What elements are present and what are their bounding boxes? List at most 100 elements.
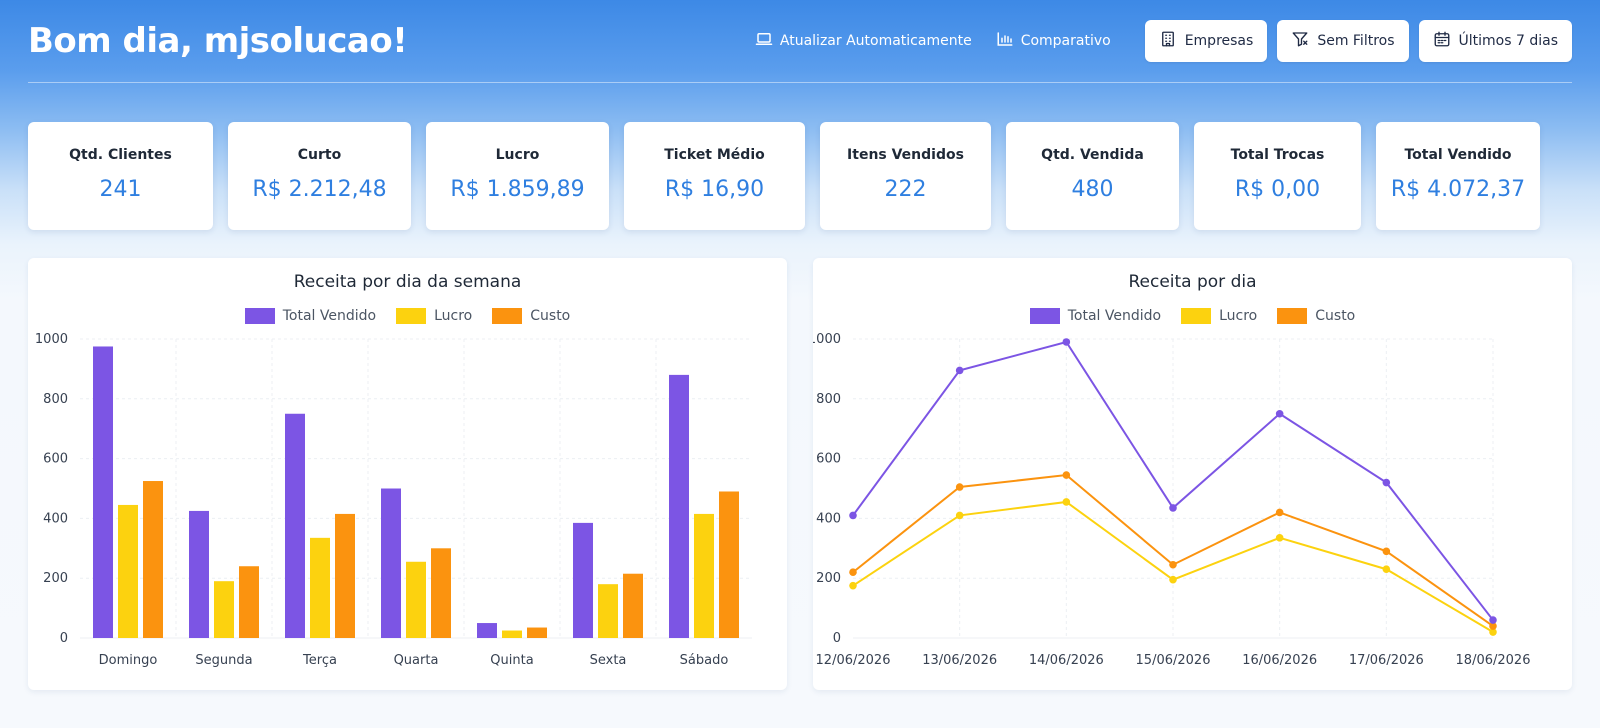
bar-total-vendido[interactable] [477,623,497,638]
bar-total-vendido[interactable] [285,413,305,638]
y-tick-label: 600 [816,452,841,467]
legend-label: Lucro [1219,308,1258,324]
bar-custo[interactable] [527,627,547,638]
auto-update-label: Atualizar Automaticamente [779,33,972,49]
chart-legend: Total Vendido Lucro Custo [813,308,1572,324]
filters-button[interactable]: Sem Filtros [1277,20,1409,62]
y-tick-label: 400 [816,511,841,526]
bar-custo[interactable] [431,548,451,638]
bar-lucro[interactable] [310,537,330,638]
point-total-vendido[interactable] [1169,504,1177,512]
kpi-card-lucro: Lucro R$ 1.859,89 [426,122,609,230]
point-lucro[interactable] [1169,575,1177,584]
point-custo[interactable] [1169,560,1177,569]
kpi-card-clientes: Qtd. Clientes 241 [28,122,213,230]
legend-swatch [244,308,275,324]
point-custo[interactable] [849,568,857,577]
y-tick-label: 1000 [35,332,68,347]
bar-custo[interactable] [719,491,739,638]
bar-total-vendido[interactable] [573,522,593,638]
bar-custo[interactable] [143,481,163,638]
bar-chart-icon [996,30,1014,52]
header-divider [28,82,1572,83]
point-lucro[interactable] [1489,628,1497,636]
point-total-vendido[interactable] [1062,338,1071,346]
legend-item-custo[interactable]: Custo [492,308,570,324]
point-total-vendido[interactable] [1275,409,1284,418]
kpi-card-qtd-vendida: Qtd. Vendida 480 [1006,122,1179,230]
compare-button[interactable]: Comparativo [996,30,1111,52]
bar-total-vendido[interactable] [189,510,209,638]
bar-custo[interactable] [335,513,355,638]
x-tick-label: Sexta [590,653,627,668]
y-tick-label: 200 [816,571,841,586]
bar-custo[interactable] [239,566,259,638]
building-icon [1159,30,1177,52]
y-tick-label: 0 [833,631,841,646]
kpi-value: R$ 2.212,48 [252,176,387,202]
point-total-vendido[interactable] [849,511,857,520]
y-tick-label: 0 [60,631,68,646]
x-tick-label: 12/06/2026 [816,653,891,668]
legend-label: Custo [1315,308,1356,324]
point-custo[interactable] [1275,508,1284,517]
point-custo[interactable] [1062,471,1071,479]
kpi-card-ticket-medio: Ticket Médio R$ 16,90 [624,122,805,230]
point-lucro[interactable] [1062,498,1071,506]
daily-line-chart: 0 200 400 600 800 1000 12/06/2026 13/06/2026 14/… [813,332,1530,668]
page-header: Bom dia, mjsolucao! Atualizar Automatica… [28,18,1572,64]
point-lucro[interactable] [1382,565,1391,574]
point-lucro[interactable] [1275,534,1284,542]
y-tick-label: 800 [816,392,841,407]
bar-total-vendido[interactable] [669,374,689,638]
legend-swatch [492,308,523,324]
bar-lucro[interactable] [502,630,522,638]
x-tick-label: 16/06/2026 [1242,653,1317,668]
bar-lucro[interactable] [598,584,618,638]
legend-label: Custo [530,308,571,324]
y-tick-label: 600 [43,452,68,467]
x-tick-label: 14/06/2026 [1029,653,1104,668]
point-total-vendido[interactable] [955,366,964,375]
point-total-vendido[interactable] [1382,478,1391,487]
auto-update-toggle[interactable]: Atualizar Automaticamente [755,30,972,52]
kpi-label: Qtd. Clientes [69,146,172,163]
chart-title: Receita por dia da semana [293,272,522,292]
kpi-value: 241 [99,176,142,202]
legend-item-total-vendido[interactable]: Total Vendido [244,308,377,324]
laptop-icon [755,30,773,52]
kpi-label: Curto [297,146,342,163]
legend-item-custo[interactable]: Custo [1277,308,1355,324]
weekday-revenue-panel: Receita por dia da semana Total Vendido … [28,258,787,690]
legend-swatch [1181,308,1212,324]
point-total-vendido[interactable] [1489,616,1497,624]
legend-item-lucro[interactable]: Lucro [396,308,472,324]
bar-total-vendido[interactable] [93,346,113,638]
legend-swatch [1029,308,1060,324]
legend-item-total-vendido[interactable]: Total Vendido [1029,308,1161,324]
bar-lucro[interactable] [406,561,426,638]
companies-label: Empresas [1184,33,1254,49]
legend-item-lucro[interactable]: Lucro [1181,308,1257,324]
period-button[interactable]: Últimos 7 dias [1418,20,1572,62]
bar-custo[interactable] [623,573,643,638]
bar-lucro[interactable] [214,581,234,638]
point-lucro[interactable] [849,581,857,590]
bar-lucro[interactable] [118,504,138,638]
companies-button[interactable]: Empresas [1144,20,1268,62]
kpi-card-total-vendido: Total Vendido R$ 4.072,37 [1376,122,1540,230]
daily-revenue-panel: Receita por dia Total Vendido Lucro Cust… [813,258,1572,690]
point-custo[interactable] [1489,622,1497,630]
legend-label: Lucro [434,308,473,324]
point-custo[interactable] [1382,547,1391,556]
point-custo[interactable] [955,483,964,491]
legend-label: Total Vendido [282,308,377,324]
x-tick-label: Segunda [195,653,252,668]
x-tick-label: Quarta [394,653,439,668]
bar-lucro[interactable] [694,513,714,638]
point-lucro[interactable] [955,511,964,520]
greeting-title: Bom dia, mjsolucao! [28,21,408,61]
kpi-value: R$ 4.072,37 [1390,176,1526,202]
x-tick-label: Terça [302,653,337,668]
bar-total-vendido[interactable] [381,488,401,639]
